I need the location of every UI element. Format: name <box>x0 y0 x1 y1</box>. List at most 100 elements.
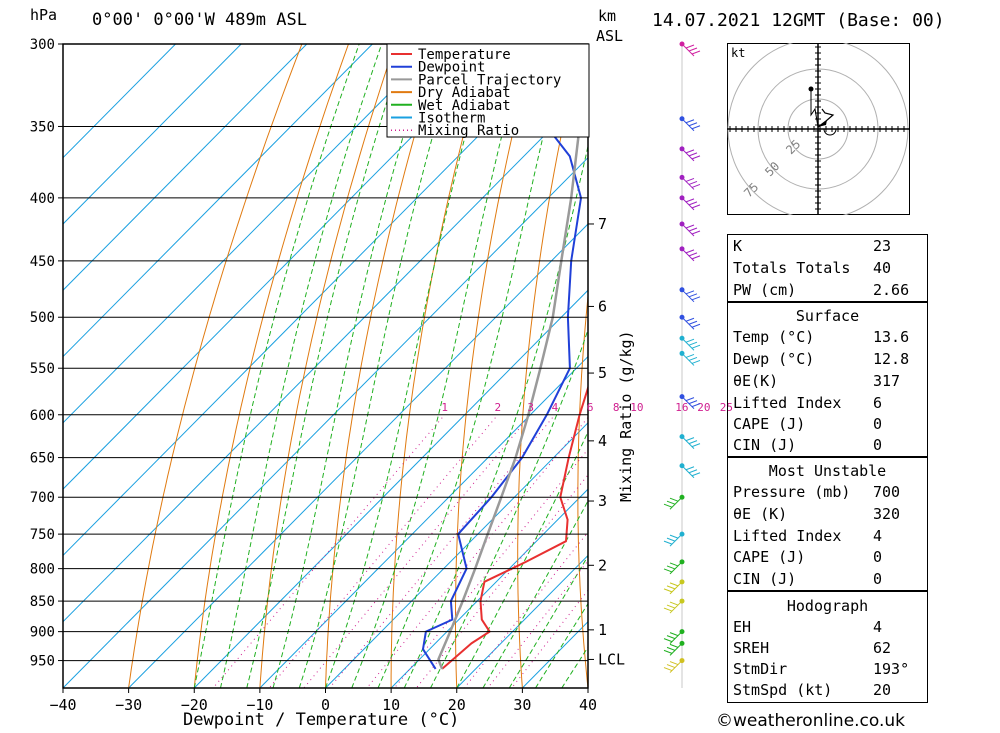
wind-barb-flag <box>663 667 673 672</box>
legend-label: Wet Adiabat <box>418 98 511 114</box>
table-row: θE (K) 320 <box>733 505 922 526</box>
wind-barb-flag <box>685 338 695 343</box>
height-label: 3 <box>598 492 607 510</box>
wet-adiabat-line <box>430 328 588 688</box>
mixing-ratio-label: 20 <box>697 401 710 414</box>
mixing-ratio-line <box>366 417 588 688</box>
row-label: CAPE (J) <box>733 415 806 433</box>
legend-label: Temperature <box>418 47 511 63</box>
legend-label: Isotherm <box>418 111 485 127</box>
height-label: 1 <box>598 621 607 639</box>
row-value: 0 <box>873 570 883 588</box>
wind-barb-flag <box>688 356 698 361</box>
mixing-ratio-axis-title: Mixing Ratio (g/kg) <box>617 330 635 502</box>
height-label: 6 <box>598 297 607 315</box>
pressure-tick-label: 750 <box>30 527 55 543</box>
wet-adiabat-line <box>298 44 460 688</box>
mixing-ratio-label: 3 <box>527 401 534 414</box>
pressure-tick-label: 900 <box>30 625 55 641</box>
mixing-ratio-label: 8 <box>613 401 620 414</box>
pressure-tick-label: 650 <box>30 451 55 467</box>
wind-barb-flag <box>669 643 679 648</box>
table-row: CIN (J) 0 <box>733 570 922 591</box>
legend-label: Parcel Trajectory <box>418 72 561 88</box>
temperature-tick-label: −30 <box>115 696 142 714</box>
row-value: 13.6 <box>873 328 910 346</box>
wind-barb-flag <box>688 227 698 232</box>
table-row: PW (cm) 2.66 <box>733 281 922 302</box>
wind-barb-flag <box>666 604 676 609</box>
row-label: CIN (J) <box>733 436 797 454</box>
pressure-tick-label: 800 <box>30 562 55 578</box>
temperature-tick-label: 30 <box>513 696 531 714</box>
row-value: 0 <box>873 436 883 454</box>
row-value: 2.66 <box>873 281 910 299</box>
hodograph-title: Hodograph <box>786 597 869 615</box>
row-value: 62 <box>873 639 892 657</box>
wind-barb-flag <box>666 500 676 505</box>
most-unstable-table: Most Unstable Pressure (mb) 700 θE (K) 320… <box>727 457 928 591</box>
temperature-tick-label: 40 <box>579 696 597 714</box>
isotherm-line <box>63 44 308 291</box>
wind-barb-flag <box>688 341 698 346</box>
wind-barb-flag <box>666 537 676 542</box>
table-row: CAPE (J) 0 <box>733 548 922 569</box>
wind-barb-flag <box>685 198 695 203</box>
mixing-ratio-label: 2 <box>495 401 502 414</box>
row-label: PW (cm) <box>733 281 797 299</box>
isotherm-line <box>193 289 588 688</box>
wind-barb-flag <box>685 224 695 229</box>
wind-barb-flag <box>685 466 695 471</box>
isotherm-line <box>63 44 505 490</box>
wind-barb-flag <box>691 50 701 55</box>
wind-barb-flag <box>669 534 679 539</box>
wet-adiabat-line <box>220 44 383 688</box>
wind-barb-flag <box>691 183 701 188</box>
wind-barb-flag <box>666 635 676 640</box>
mixing-ratio-label: 6 <box>587 401 594 414</box>
dry-adiabat-line <box>128 44 303 688</box>
isotherm-line <box>63 44 176 159</box>
isotherm-line <box>63 44 242 225</box>
row-label: CIN (J) <box>733 570 797 588</box>
hodograph-plot: kt 25 50 75 <box>727 43 910 215</box>
row-value: 700 <box>873 483 901 501</box>
row-value: 0 <box>873 415 883 433</box>
pressure-tick-label: 850 <box>30 594 55 610</box>
wind-barb-flag <box>691 403 701 408</box>
table-row: StmSpd (kt) 20 <box>733 681 922 702</box>
row-value: 320 <box>873 505 901 523</box>
dry-adiabat-line <box>517 44 582 688</box>
hodograph-unit-label: kt <box>731 46 745 60</box>
pressure-tick-label: 700 <box>30 490 55 506</box>
wind-barb-flag <box>666 646 676 651</box>
wind-barb-flag <box>691 472 701 477</box>
wind-barb-flag <box>669 661 679 666</box>
wet-adiabat-line <box>482 499 588 688</box>
height-label: 5 <box>598 364 607 382</box>
wind-barb-flag <box>685 249 695 254</box>
wind-barb-flag <box>688 152 698 157</box>
isotherm-line <box>325 422 588 688</box>
height-label: 2 <box>598 556 607 574</box>
table-row: Totals Totals 40 <box>733 259 922 280</box>
wind-barb-flag <box>688 400 698 405</box>
row-label: Temp (°C) <box>733 328 815 346</box>
wind-profile <box>663 41 701 688</box>
wind-barb-flag <box>669 601 679 606</box>
copyright-link[interactable]: ©weatheronline.co.uk <box>716 711 906 731</box>
row-value: 20 <box>873 681 892 699</box>
wind-barb-flag <box>685 437 695 442</box>
row-value: 40 <box>873 259 892 277</box>
mixing-ratio-line <box>303 417 529 688</box>
most-unstable-title: Most Unstable <box>768 462 887 480</box>
indices-table: K 23 Totals Totals 40 PW (cm) 2.66 <box>727 234 928 302</box>
wind-barb-flag <box>669 632 679 637</box>
table-row: CAPE (J) 0 <box>733 415 922 436</box>
pressure-tick-label: 300 <box>30 37 55 53</box>
table-row: K 23 <box>733 237 922 258</box>
row-label: StmSpd (kt) <box>733 681 833 699</box>
wind-barb-flag <box>685 317 695 322</box>
table-row: Pressure (mb) 700 <box>733 483 922 504</box>
